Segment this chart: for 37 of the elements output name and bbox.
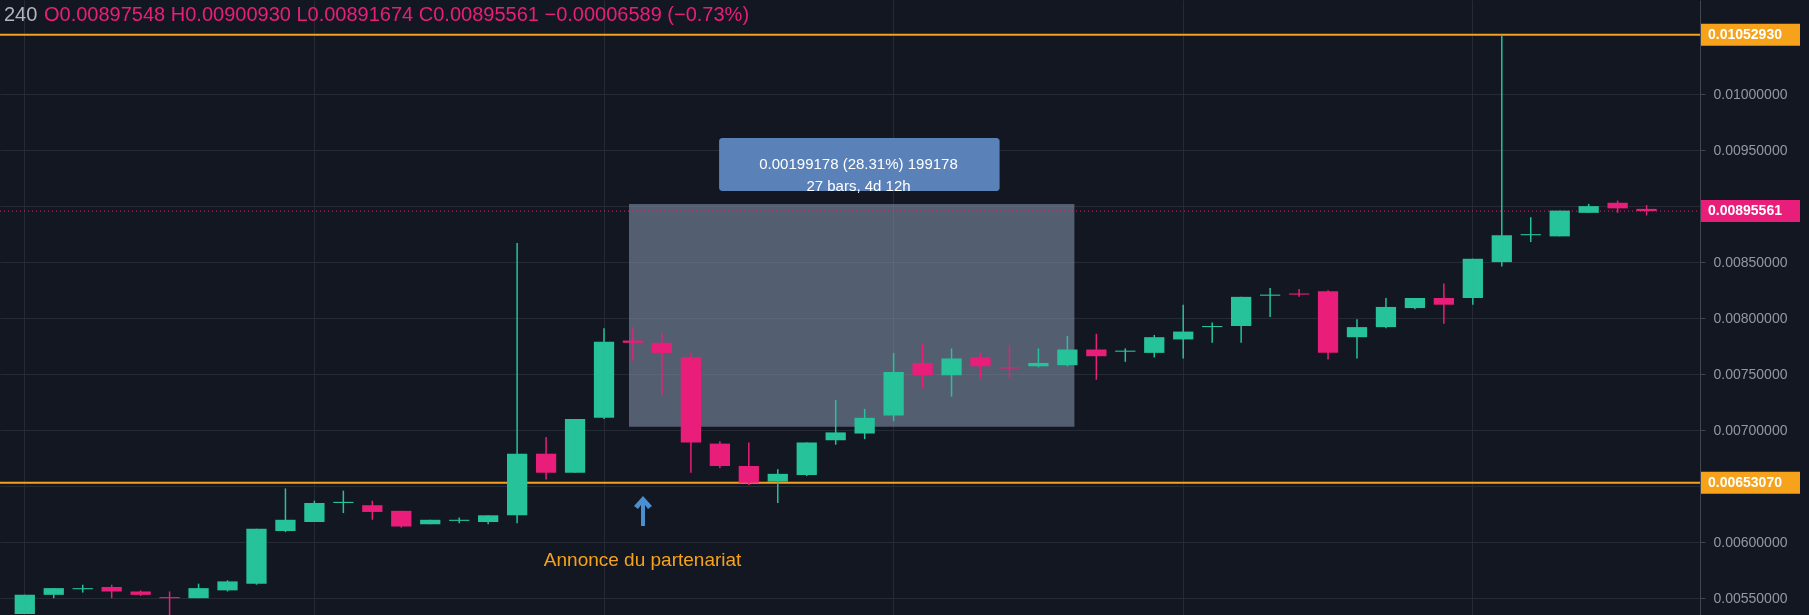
candlestick: [1288, 288, 1310, 298]
candlestick: [796, 441, 817, 477]
y-tick-label: 0.01000000: [1713, 85, 1788, 102]
ref-line-label: 0.00653070: [1708, 473, 1783, 490]
candlestick: [854, 408, 875, 440]
candlestick: [912, 343, 933, 390]
candlestick: [999, 344, 1020, 380]
annotation: O0.00897548 H0.00900930 L0.00891674 C0.00895561 −0.00006589 (−0.73%): [44, 3, 750, 25]
y-tick-label: 0.00950000: [1713, 141, 1788, 158]
candlestick: [883, 352, 904, 422]
band-label: 0.00199178 (28.31%) 199178 27 bars, 4d 12h: [759, 154, 958, 194]
chart-title: 240: [4, 3, 38, 25]
y-tick-label: 0.00700000: [1713, 421, 1788, 438]
candlestick: [825, 399, 846, 446]
candlestick: [275, 487, 296, 533]
y-tick-label: 0.00750000: [1713, 365, 1788, 382]
candlestick: [767, 468, 788, 504]
candlestick: [1549, 209, 1570, 238]
candlestick: [478, 514, 499, 526]
candlestick: [304, 499, 325, 523]
y-tick-label: 0.00800000: [1713, 309, 1788, 326]
candlestick: [1057, 335, 1078, 368]
candlestick: [1144, 334, 1165, 359]
ref-line-label: 0.01052930: [1708, 25, 1783, 42]
candlestick: [362, 499, 383, 521]
ref-line-label: 0.00895561: [1708, 202, 1783, 219]
y-tick-label: 0.00550000: [1713, 589, 1788, 606]
candlestick: [43, 587, 64, 599]
y-tick-label: 0.00850000: [1713, 253, 1788, 270]
candlestick: [738, 441, 759, 486]
candlestick: [1433, 282, 1455, 325]
candlestick: [970, 352, 991, 380]
candlestick: [246, 527, 267, 586]
y-tick-label: 0.00600000: [1713, 533, 1788, 550]
candlestick: [420, 519, 441, 526]
annotation: Annonce du partenariat: [543, 549, 743, 571]
candlestick: [941, 347, 962, 398]
